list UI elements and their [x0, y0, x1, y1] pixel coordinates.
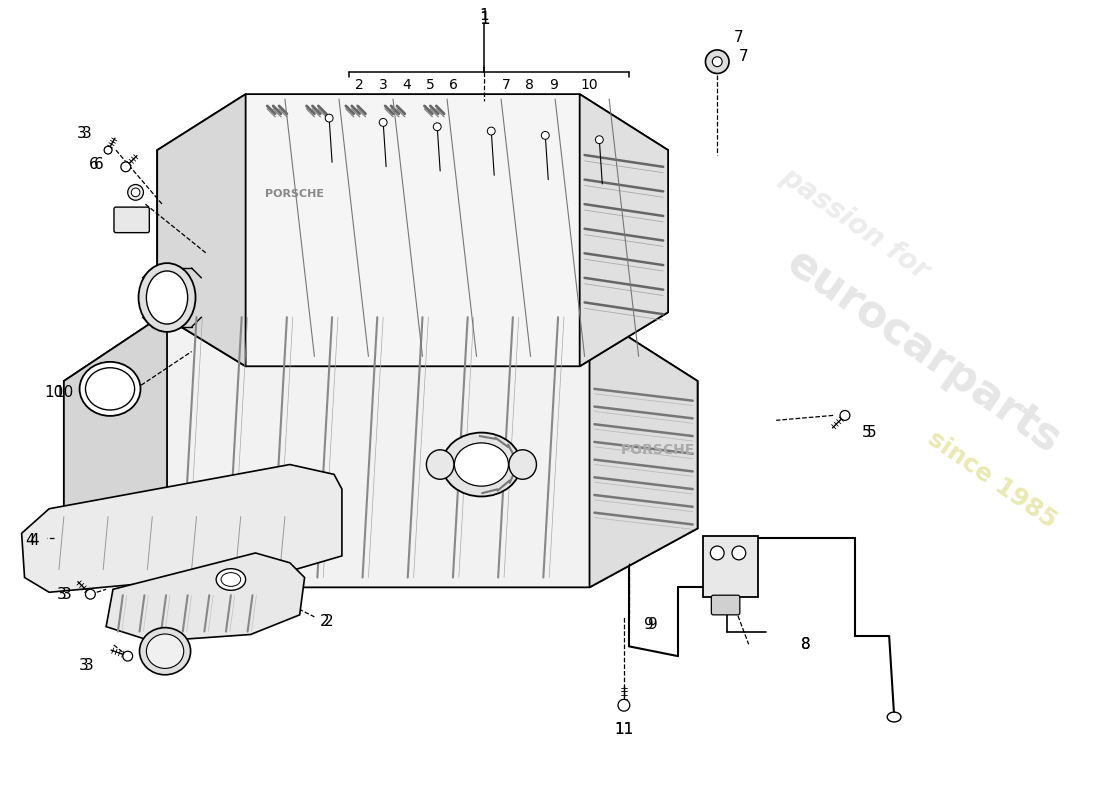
Text: 6: 6: [88, 158, 98, 172]
Ellipse shape: [86, 368, 134, 410]
Ellipse shape: [454, 443, 508, 486]
Text: 6: 6: [450, 78, 459, 92]
Text: 8: 8: [525, 78, 533, 92]
Text: 5: 5: [867, 425, 877, 440]
Text: 10: 10: [54, 386, 74, 400]
Polygon shape: [157, 94, 245, 366]
Text: 3: 3: [81, 126, 91, 141]
Text: 7: 7: [502, 78, 510, 92]
Circle shape: [713, 57, 722, 66]
Text: 2: 2: [319, 614, 329, 630]
Circle shape: [433, 123, 441, 130]
Text: PORSCHE: PORSCHE: [265, 190, 324, 199]
Ellipse shape: [221, 573, 241, 586]
Circle shape: [541, 131, 549, 139]
Text: 11: 11: [614, 722, 634, 738]
Ellipse shape: [888, 712, 901, 722]
Circle shape: [104, 146, 112, 154]
Text: 3: 3: [378, 78, 387, 92]
Text: 11: 11: [614, 722, 634, 738]
Text: 3: 3: [77, 126, 87, 141]
Text: 8: 8: [801, 637, 811, 652]
Text: 5: 5: [426, 78, 434, 92]
Ellipse shape: [427, 450, 454, 479]
Text: 1: 1: [480, 8, 490, 23]
Ellipse shape: [217, 569, 245, 590]
Ellipse shape: [140, 628, 190, 674]
Text: 9: 9: [649, 617, 658, 632]
Ellipse shape: [146, 271, 188, 324]
Text: 3: 3: [62, 586, 72, 602]
Text: 6: 6: [94, 158, 103, 172]
Text: 9: 9: [549, 78, 558, 92]
Polygon shape: [590, 312, 697, 587]
Circle shape: [840, 410, 850, 420]
Text: 9: 9: [644, 617, 653, 632]
Text: 4: 4: [25, 533, 34, 548]
Circle shape: [595, 136, 603, 144]
Circle shape: [131, 188, 140, 197]
Circle shape: [86, 590, 96, 599]
Text: 5: 5: [861, 425, 871, 440]
FancyBboxPatch shape: [704, 536, 759, 597]
Polygon shape: [157, 94, 668, 366]
Circle shape: [487, 127, 495, 135]
Circle shape: [379, 118, 387, 126]
Text: 8: 8: [801, 637, 811, 652]
Ellipse shape: [139, 263, 196, 332]
Text: 10: 10: [581, 78, 598, 92]
Ellipse shape: [79, 362, 141, 416]
Text: since 1985: since 1985: [923, 426, 1062, 533]
Ellipse shape: [442, 433, 520, 497]
Text: 3: 3: [79, 658, 88, 674]
Text: 10: 10: [45, 386, 64, 400]
Text: 4: 4: [30, 533, 40, 548]
Circle shape: [326, 114, 333, 122]
Circle shape: [128, 185, 143, 200]
Circle shape: [121, 162, 131, 172]
Text: 3: 3: [57, 586, 67, 602]
FancyBboxPatch shape: [712, 595, 740, 615]
Text: eurocarparts: eurocarparts: [779, 241, 1069, 462]
Text: 7: 7: [734, 30, 744, 45]
Ellipse shape: [509, 450, 537, 479]
Ellipse shape: [146, 634, 184, 669]
Text: 1: 1: [480, 10, 490, 29]
Text: 3: 3: [84, 658, 94, 674]
Text: 2: 2: [324, 614, 334, 630]
Text: passion for: passion for: [776, 162, 934, 286]
Circle shape: [732, 546, 746, 560]
Circle shape: [123, 651, 133, 661]
Text: 7: 7: [739, 50, 748, 64]
Polygon shape: [580, 94, 668, 366]
Text: 2: 2: [355, 78, 364, 92]
Text: 4: 4: [403, 78, 411, 92]
Polygon shape: [22, 465, 342, 592]
Circle shape: [711, 546, 724, 560]
Polygon shape: [64, 312, 167, 587]
Circle shape: [705, 50, 729, 74]
Polygon shape: [64, 312, 697, 587]
Text: PORSCHE: PORSCHE: [621, 442, 695, 457]
Circle shape: [618, 699, 630, 711]
FancyBboxPatch shape: [114, 207, 150, 233]
Polygon shape: [106, 553, 305, 642]
